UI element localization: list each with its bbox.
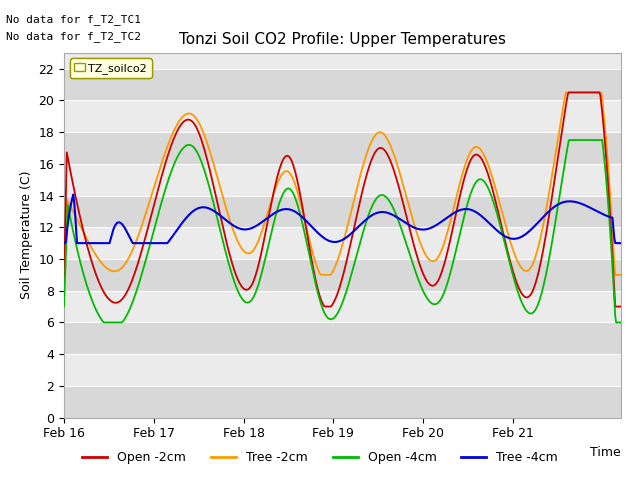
Bar [64, 354, 621, 386]
Legend: Open -2cm, Tree -2cm, Open -4cm, Tree -4cm: Open -2cm, Tree -2cm, Open -4cm, Tree -4… [77, 446, 563, 469]
Bar [64, 132, 621, 164]
Text: No data for f_T2_TC1: No data for f_T2_TC1 [6, 14, 141, 25]
Bar [64, 164, 621, 195]
Bar [64, 227, 621, 259]
Legend: TZ_soilco2: TZ_soilco2 [70, 59, 152, 78]
Bar [64, 386, 621, 418]
Bar [64, 100, 621, 132]
Bar [64, 259, 621, 291]
Title: Tonzi Soil CO2 Profile: Upper Temperatures: Tonzi Soil CO2 Profile: Upper Temperatur… [179, 33, 506, 48]
Bar [64, 69, 621, 100]
Text: No data for f_T2_TC2: No data for f_T2_TC2 [6, 31, 141, 42]
X-axis label: Time: Time [590, 446, 621, 459]
Y-axis label: Soil Temperature (C): Soil Temperature (C) [20, 171, 33, 300]
Bar [64, 291, 621, 323]
Bar [64, 195, 621, 227]
Bar [64, 323, 621, 354]
